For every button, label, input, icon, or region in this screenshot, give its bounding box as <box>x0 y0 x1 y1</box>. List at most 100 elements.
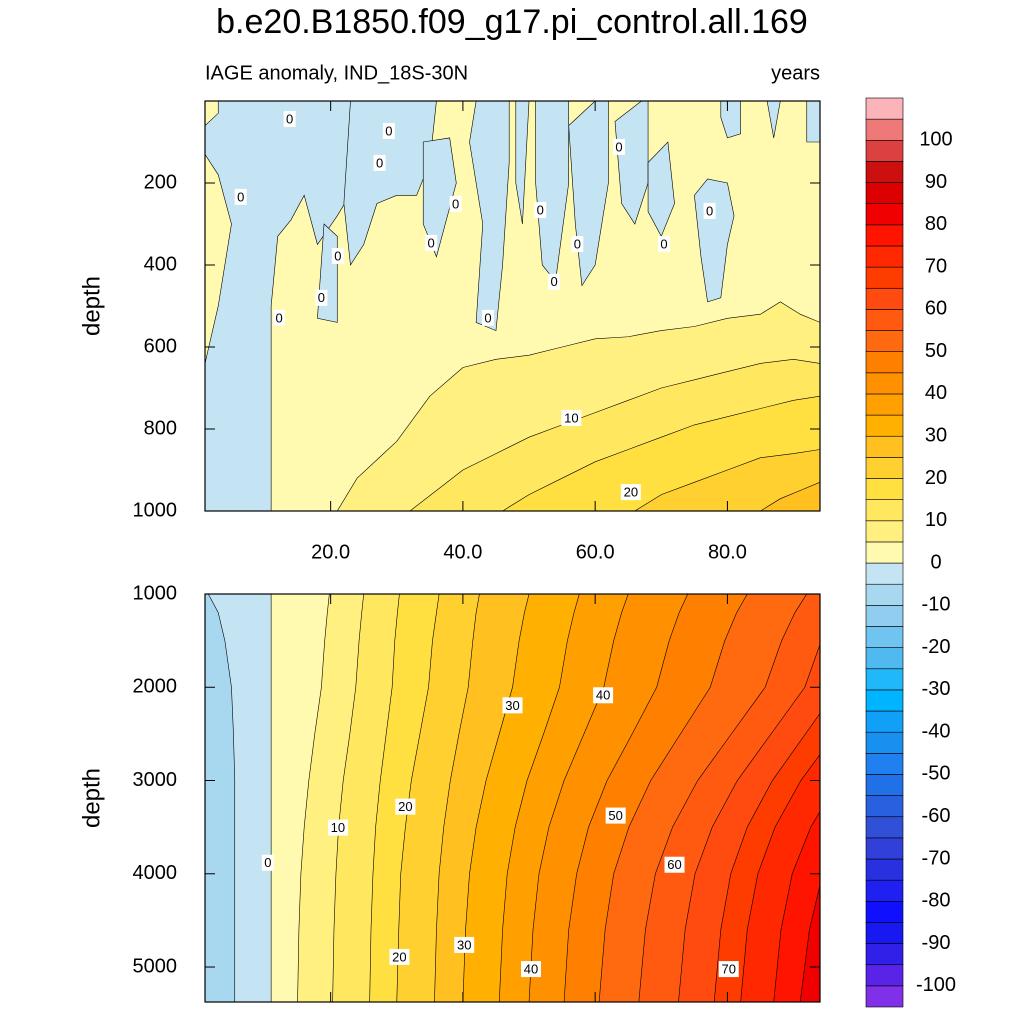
colorbar-box <box>865 753 904 775</box>
colorbar-box <box>865 647 904 670</box>
contour-label-box <box>664 856 685 873</box>
colorbar-box <box>865 139 904 162</box>
contour-line <box>773 811 820 1002</box>
colorbar-label: 90 <box>925 171 947 193</box>
colorbar-box <box>865 309 904 331</box>
colorbar-label: -20 <box>922 636 951 658</box>
colorbar-box <box>865 203 904 226</box>
colorbar-label: 70 <box>925 255 947 277</box>
contour-label: 0 <box>428 235 435 250</box>
contour-label-box <box>620 484 641 501</box>
colorbar-box <box>865 182 904 204</box>
colorbar-box <box>865 583 904 606</box>
contour-line <box>208 594 236 1002</box>
colorbar-box <box>865 287 904 310</box>
contour-label-box <box>273 309 286 326</box>
contour-band <box>800 884 820 1002</box>
colorbar-box <box>865 372 904 395</box>
contour-label-box <box>718 961 739 978</box>
colorbar-label: 100 <box>919 129 952 151</box>
colorbar-box <box>865 922 904 944</box>
contour-label-box <box>571 236 584 253</box>
contour-line <box>502 395 820 511</box>
colorbar-label: 10 <box>925 509 947 531</box>
contour-label: 0 <box>264 855 271 870</box>
contour-label: 30 <box>505 698 519 713</box>
contour-label-box <box>548 273 561 290</box>
contour-label-box <box>703 202 716 219</box>
contour-line <box>434 594 480 1002</box>
plot-frame <box>204 593 821 1003</box>
contour-line <box>678 643 820 1002</box>
colorbar-box <box>865 520 904 543</box>
y-tick-label: 5000 <box>133 955 178 977</box>
colorbar-label: -50 <box>922 763 951 785</box>
y-tick-label: 4000 <box>133 862 178 884</box>
contour-label-box <box>657 236 670 253</box>
colorbar-label: -30 <box>922 678 951 700</box>
colorbar-box <box>865 731 904 754</box>
colorbar-box <box>865 943 904 966</box>
contour-label-box <box>561 409 582 426</box>
contour-line <box>332 594 365 1002</box>
contour-label-box <box>612 138 625 155</box>
y-tick-label: 2000 <box>133 676 178 698</box>
contour-label: 0 <box>385 123 392 138</box>
colorbar-label: -70 <box>922 847 951 869</box>
colorbar-label: 20 <box>925 467 947 489</box>
colorbar-label: 40 <box>925 382 947 404</box>
contour-label-box <box>373 154 386 171</box>
colorbar-box <box>865 710 904 733</box>
colorbar-box <box>865 689 904 712</box>
colorbar-label: 60 <box>925 298 947 320</box>
y-tick-label: 1000 <box>133 582 178 604</box>
contour-line <box>713 712 820 1002</box>
colorbar-label: 50 <box>925 340 947 362</box>
contour-label-box <box>605 807 626 824</box>
contour-label: 0 <box>574 237 581 252</box>
colorbar-box <box>865 626 904 648</box>
colorbar-label: 0 <box>930 551 941 573</box>
contour-label: 0 <box>286 111 293 126</box>
colorbar-label: -100 <box>916 974 956 996</box>
colorbar-box <box>865 97 904 120</box>
contour-line <box>396 594 440 1002</box>
contour-line <box>799 883 820 1002</box>
colorbar-label: -10 <box>922 594 951 616</box>
colorbar-box <box>865 879 904 902</box>
colorbar-box <box>865 774 904 796</box>
contour-label: 0 <box>660 237 667 252</box>
contour-region <box>343 101 437 266</box>
contour-label-box <box>521 961 542 978</box>
y-tick-label: 1000 <box>133 499 178 521</box>
colorbar-box <box>865 816 904 839</box>
colorbar-box <box>865 266 904 289</box>
plot-area <box>205 101 820 511</box>
colorbar-box <box>865 457 904 479</box>
contour-label-box <box>389 948 410 965</box>
colorbar-label: -80 <box>922 890 951 912</box>
contour-label: 20 <box>624 485 638 500</box>
x-tick-label: 20.0 <box>311 541 350 563</box>
contour-label: 10 <box>331 820 345 835</box>
colorbar-box <box>865 837 904 860</box>
contour-region <box>766 101 781 138</box>
contour-label-box <box>502 697 523 714</box>
contour-label: 20 <box>392 949 406 964</box>
colorbar-box <box>865 985 904 1008</box>
contour-region <box>422 137 457 258</box>
colorbar-box <box>865 478 904 500</box>
colorbar-box <box>865 224 904 247</box>
y-tick-label: 200 <box>144 171 177 193</box>
contour-band <box>760 482 820 511</box>
y-axis-label: depth <box>78 768 105 828</box>
plot-frame <box>204 100 821 512</box>
colorbar-label: -40 <box>922 720 951 742</box>
contour-label-box <box>449 195 462 212</box>
colorbar-box <box>865 499 904 522</box>
contour-label-box <box>327 819 348 836</box>
contour-line <box>409 358 820 511</box>
contour-region <box>806 101 820 143</box>
contour-label: 60 <box>667 857 681 872</box>
